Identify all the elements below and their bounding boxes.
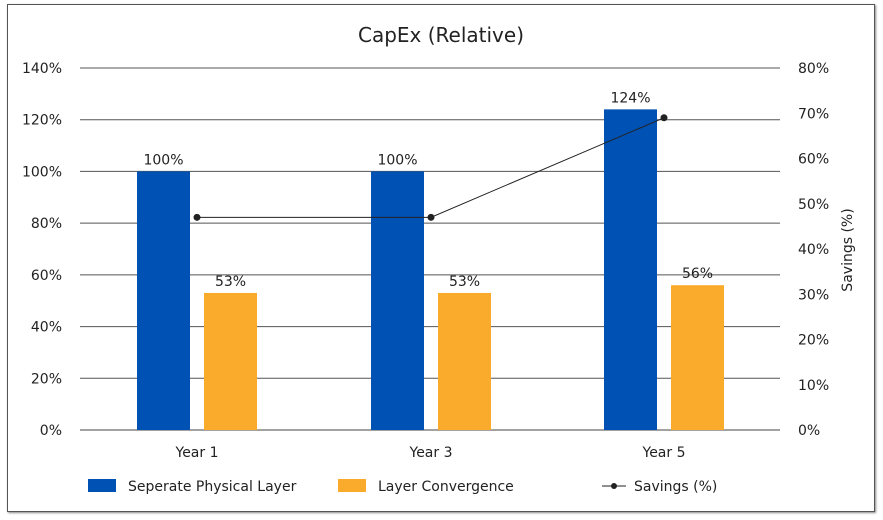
legend-label: Layer Convergence (378, 479, 514, 495)
bar (137, 171, 190, 430)
right-tick-label: 40% (798, 242, 829, 258)
savings-point (193, 213, 201, 221)
legend-swatch (88, 479, 116, 492)
bar (371, 171, 424, 430)
left-tick-label: 20% (31, 371, 62, 387)
right-tick-label: 60% (798, 152, 829, 168)
right-tick-label: 30% (798, 287, 829, 303)
left-tick-label: 80% (31, 216, 62, 232)
right-tick-label: 50% (798, 197, 829, 213)
bar (671, 285, 724, 430)
bar-data-label: 124% (610, 90, 650, 106)
category-label: Year 3 (409, 445, 453, 461)
category-label: Year 1 (175, 445, 219, 461)
left-tick-label: 120% (22, 113, 62, 129)
right-tick-label: 70% (798, 106, 829, 122)
bar (204, 292, 257, 430)
savings-point (427, 213, 435, 221)
left-tick-label: 40% (31, 320, 62, 336)
right-tick-label: 20% (798, 333, 829, 349)
bar (604, 109, 657, 430)
bar-data-label: 100% (143, 152, 183, 168)
savings-line (197, 117, 665, 218)
left-tick-label: 0% (40, 423, 62, 439)
legend-swatch (338, 479, 366, 492)
savings-point (660, 114, 668, 122)
right-tick-label: 10% (798, 378, 829, 394)
right-tick-label: 80% (798, 61, 829, 77)
bar-data-label: 100% (377, 152, 417, 168)
legend-label: Savings (%) (634, 479, 717, 495)
right-tick-label: 0% (798, 423, 820, 439)
left-tick-label: 60% (31, 268, 62, 284)
bar-data-label: 53% (215, 274, 246, 290)
chart-frame (7, 4, 875, 512)
bar (438, 292, 491, 430)
right-axis-label: Savings (%) (840, 208, 856, 291)
legend-marker (611, 483, 617, 489)
left-tick-label: 140% (22, 61, 62, 77)
bar-data-label: 53% (449, 274, 480, 290)
bar-data-label: 56% (682, 266, 713, 282)
category-label: Year 5 (642, 445, 686, 461)
chart-title: CapEx (Relative) (358, 23, 524, 47)
legend-label: Seperate Physical Layer (128, 479, 297, 495)
left-tick-label: 100% (22, 164, 62, 180)
